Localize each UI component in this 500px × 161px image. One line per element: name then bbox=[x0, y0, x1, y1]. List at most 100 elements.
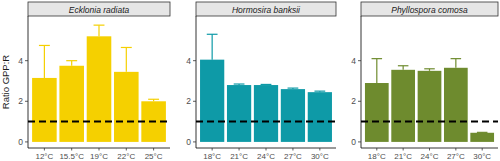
error-cap bbox=[314, 91, 325, 92]
error-cap bbox=[477, 132, 488, 133]
error-bar bbox=[148, 99, 159, 101]
bar bbox=[32, 78, 57, 142]
reference-line bbox=[28, 121, 170, 123]
error-bar bbox=[261, 84, 272, 86]
x-tick-label: 19°C bbox=[90, 152, 108, 161]
x-tick bbox=[126, 148, 127, 151]
panel-title: Phyllospora comosa bbox=[391, 5, 468, 15]
x-tick bbox=[71, 148, 72, 151]
bar bbox=[59, 66, 84, 142]
bar bbox=[365, 83, 389, 142]
error-cap bbox=[39, 45, 50, 46]
y-tick-label: 4 bbox=[351, 56, 356, 66]
error-cap bbox=[66, 60, 77, 61]
error-bar bbox=[234, 84, 245, 85]
x-tick-label: 25°C bbox=[145, 152, 163, 161]
error-stem bbox=[455, 59, 456, 68]
x-tick-label: 24°C bbox=[421, 152, 439, 161]
x-tick bbox=[455, 148, 456, 151]
y-tick-label: 4 bbox=[186, 56, 191, 66]
error-bar bbox=[94, 25, 105, 36]
y-tick-label: 2 bbox=[18, 96, 23, 106]
bar bbox=[200, 60, 224, 142]
error-cap bbox=[234, 83, 245, 84]
x-tick-label: 21°C bbox=[230, 152, 248, 161]
error-bar bbox=[424, 69, 435, 71]
panel-title: Hormosira banksii bbox=[232, 5, 301, 15]
bar bbox=[444, 68, 468, 142]
marks bbox=[361, 59, 498, 142]
bar bbox=[470, 133, 494, 142]
panel-title: Ecklonia radiata bbox=[69, 5, 130, 15]
error-bar bbox=[66, 61, 77, 66]
error-stem bbox=[98, 25, 99, 36]
x-tick bbox=[99, 148, 100, 151]
error-bar bbox=[207, 34, 218, 59]
error-bar bbox=[477, 132, 488, 133]
error-cap bbox=[372, 58, 383, 59]
bar bbox=[114, 72, 139, 142]
x-tick bbox=[319, 148, 320, 151]
x-tick-label: 18°C bbox=[203, 152, 221, 161]
x-tick bbox=[239, 148, 240, 151]
error-stem bbox=[212, 34, 213, 59]
y-tick bbox=[193, 101, 196, 102]
error-stem bbox=[71, 61, 72, 66]
y-tick bbox=[358, 101, 361, 102]
y-tick bbox=[358, 141, 361, 142]
error-bar bbox=[314, 91, 325, 92]
y-tick-label: 2 bbox=[351, 96, 356, 106]
y-tick bbox=[193, 141, 196, 142]
y-tick-label: 4 bbox=[18, 56, 23, 66]
x-tick bbox=[292, 148, 293, 151]
bar bbox=[254, 85, 278, 142]
y-tick bbox=[358, 60, 361, 61]
error-stem bbox=[403, 66, 404, 70]
error-cap bbox=[148, 99, 159, 100]
x-tick bbox=[153, 148, 154, 151]
bar bbox=[391, 70, 415, 142]
reference-line bbox=[196, 121, 336, 123]
x-tick-label: 21°C bbox=[394, 152, 412, 161]
y-axis-title: Ratio GPP:R bbox=[0, 55, 11, 110]
bar bbox=[227, 85, 251, 142]
error-bar bbox=[372, 59, 383, 83]
panel: Hormosira banksii02418°C21°C24°C27°C30°C bbox=[186, 2, 336, 161]
error-cap bbox=[424, 68, 435, 69]
x-tick bbox=[266, 148, 267, 151]
x-tick bbox=[429, 148, 430, 151]
y-tick bbox=[25, 60, 28, 61]
x-tick bbox=[376, 148, 377, 151]
error-bar bbox=[121, 47, 132, 71]
strip bbox=[361, 2, 498, 16]
error-stem bbox=[376, 59, 377, 83]
x-tick-label: 22°C bbox=[117, 152, 135, 161]
x-tick bbox=[403, 148, 404, 151]
error-cap bbox=[451, 58, 462, 59]
x-tick bbox=[482, 148, 483, 151]
error-stem bbox=[44, 45, 45, 77]
y-axis-line bbox=[196, 16, 197, 148]
chart: Ecklonia radiata 0 2 4 12°C 15.5°C 19°C 22°C 25°… bbox=[0, 0, 500, 161]
x-tick-label: 27°C bbox=[284, 152, 302, 161]
error-cap bbox=[94, 25, 105, 26]
bar bbox=[281, 89, 305, 142]
marks bbox=[28, 25, 170, 142]
x-tick-label: 30°C bbox=[473, 152, 491, 161]
panel: Phyllospora comosa02418°C21°C24°C27°C30°… bbox=[351, 2, 498, 161]
panel: Ecklonia radiata02412°C15.5°C19°C22°C25°… bbox=[0, 2, 170, 161]
y-tick-label: 0 bbox=[351, 137, 356, 147]
x-tick-label: 15.5°C bbox=[59, 152, 84, 161]
error-cap bbox=[398, 65, 409, 66]
x-tick bbox=[44, 148, 45, 151]
reference-line bbox=[361, 121, 498, 123]
x-tick-label: 12°C bbox=[35, 152, 53, 161]
bar bbox=[87, 36, 112, 142]
error-bar bbox=[288, 88, 299, 89]
bar bbox=[418, 71, 442, 142]
marks bbox=[196, 34, 336, 142]
bar bbox=[308, 92, 332, 142]
error-stem bbox=[126, 47, 127, 71]
x-tick-label: 18°C bbox=[368, 152, 386, 161]
error-cap bbox=[121, 47, 132, 48]
